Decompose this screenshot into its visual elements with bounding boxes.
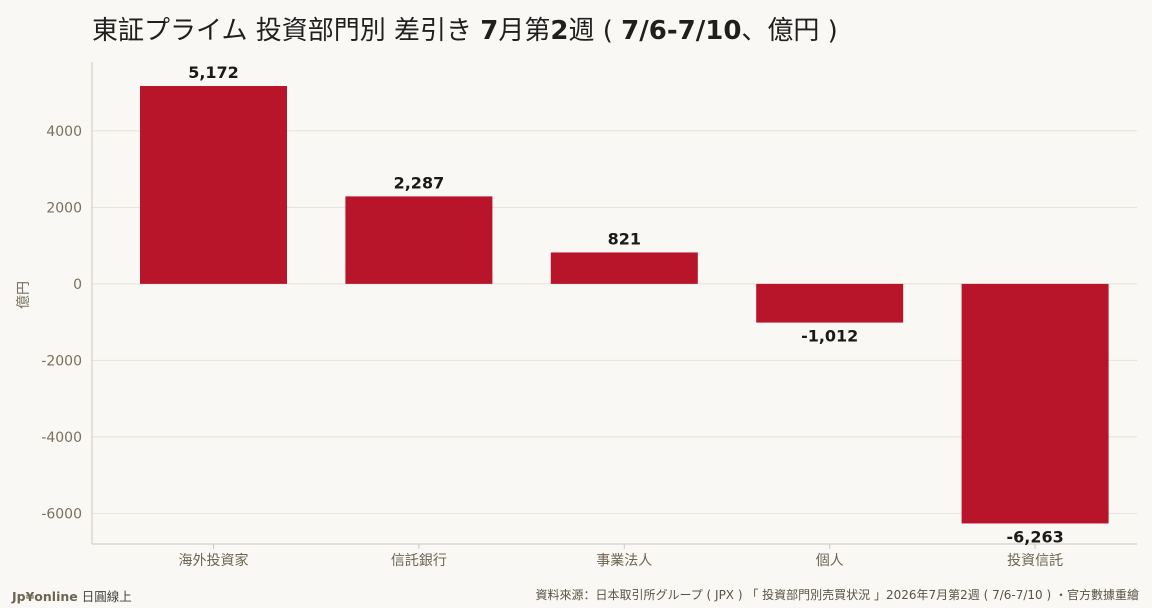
title-week-num: 2 <box>550 16 569 46</box>
title-week-month: 7 <box>480 16 499 46</box>
y-tick-label: -2000 <box>41 353 82 369</box>
y-axis-label: 億円 <box>16 281 32 309</box>
bar <box>550 252 698 284</box>
bar <box>140 86 287 284</box>
y-tick-label: 4000 <box>46 124 82 140</box>
chart-title: 東証プライム 投資部門別 差引き 7月第2週 ( 7/6-7/10、億円 ) <box>92 10 838 47</box>
bar-value-label: 821 <box>608 229 641 248</box>
y-tick-label: 0 <box>73 277 82 293</box>
title-prefix: 東証プライム 投資部門別 差引き <box>92 16 481 46</box>
title-week-mid: 月第 <box>498 16 551 46</box>
bar-value-label: 5,172 <box>188 63 239 82</box>
x-tick-label: 海外投資家 <box>179 552 249 569</box>
bar-value-label: 2,287 <box>394 173 445 192</box>
bar-value-label: -6,263 <box>1006 527 1063 546</box>
bar-value-label: -1,012 <box>801 327 858 346</box>
y-tick-label: -4000 <box>41 430 82 446</box>
brand-suffix: 日圓線上 <box>77 589 132 604</box>
title-unit: 、億円 ) <box>741 16 838 46</box>
source-note: 資料來源：日本取引所グループ ( JPX ) 「 投資部門別売買状況 」2026… <box>535 588 1139 602</box>
footer-brand: Jp¥online 日圓線上 <box>12 586 132 605</box>
x-tick-label: 事業法人 <box>596 553 652 569</box>
bar <box>961 283 1109 524</box>
x-tick-label: 信託銀行 <box>391 553 447 569</box>
x-tick-label: 個人 <box>816 553 844 569</box>
bar <box>756 283 904 323</box>
bar <box>345 196 493 284</box>
title-date-range: 7/6-7/10 <box>621 16 742 46</box>
y-tick-label: 2000 <box>46 200 82 216</box>
y-tick-label: -6000 <box>41 506 82 522</box>
brand-logo-text: Jp¥online <box>12 589 78 604</box>
x-tick-label: 投資信託 <box>1007 553 1063 569</box>
title-week-suffix: 週 ( <box>568 16 622 46</box>
